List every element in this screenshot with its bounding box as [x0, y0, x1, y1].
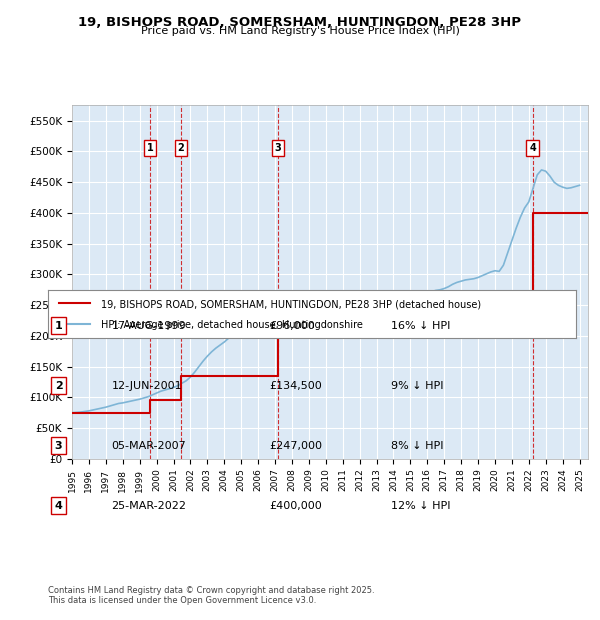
Text: 2: 2 [178, 143, 184, 153]
Text: 19, BISHOPS ROAD, SOMERSHAM, HUNTINGDON, PE28 3HP: 19, BISHOPS ROAD, SOMERSHAM, HUNTINGDON,… [79, 16, 521, 29]
Text: 16% ↓ HPI: 16% ↓ HPI [391, 321, 451, 330]
Text: 8% ↓ HPI: 8% ↓ HPI [391, 441, 444, 451]
Text: 1: 1 [55, 321, 62, 330]
Text: 25-MAR-2022: 25-MAR-2022 [112, 501, 187, 511]
Text: 19, BISHOPS ROAD, SOMERSHAM, HUNTINGDON, PE28 3HP (detached house): 19, BISHOPS ROAD, SOMERSHAM, HUNTINGDON,… [101, 299, 481, 309]
Text: £134,500: £134,500 [270, 381, 323, 391]
Text: HPI: Average price, detached house, Huntingdonshire: HPI: Average price, detached house, Hunt… [101, 321, 362, 330]
Text: 12% ↓ HPI: 12% ↓ HPI [391, 501, 451, 511]
Text: £247,000: £247,000 [270, 441, 323, 451]
Text: 4: 4 [529, 143, 536, 153]
Text: 3: 3 [275, 143, 281, 153]
Text: This data is licensed under the Open Government Licence v3.0.: This data is licensed under the Open Gov… [48, 596, 316, 606]
Text: 1: 1 [147, 143, 154, 153]
Text: 3: 3 [55, 441, 62, 451]
Text: £400,000: £400,000 [270, 501, 323, 511]
Text: 4: 4 [55, 501, 62, 511]
Text: 9% ↓ HPI: 9% ↓ HPI [391, 381, 444, 391]
Text: 12-JUN-2001: 12-JUN-2001 [112, 381, 182, 391]
Text: £96,000: £96,000 [270, 321, 316, 330]
Text: Price paid vs. HM Land Registry's House Price Index (HPI): Price paid vs. HM Land Registry's House … [140, 26, 460, 36]
Text: 17-AUG-1999: 17-AUG-1999 [112, 321, 186, 330]
Text: 05-MAR-2007: 05-MAR-2007 [112, 441, 186, 451]
Text: Contains HM Land Registry data © Crown copyright and database right 2025.: Contains HM Land Registry data © Crown c… [48, 586, 374, 595]
Text: 2: 2 [55, 381, 62, 391]
